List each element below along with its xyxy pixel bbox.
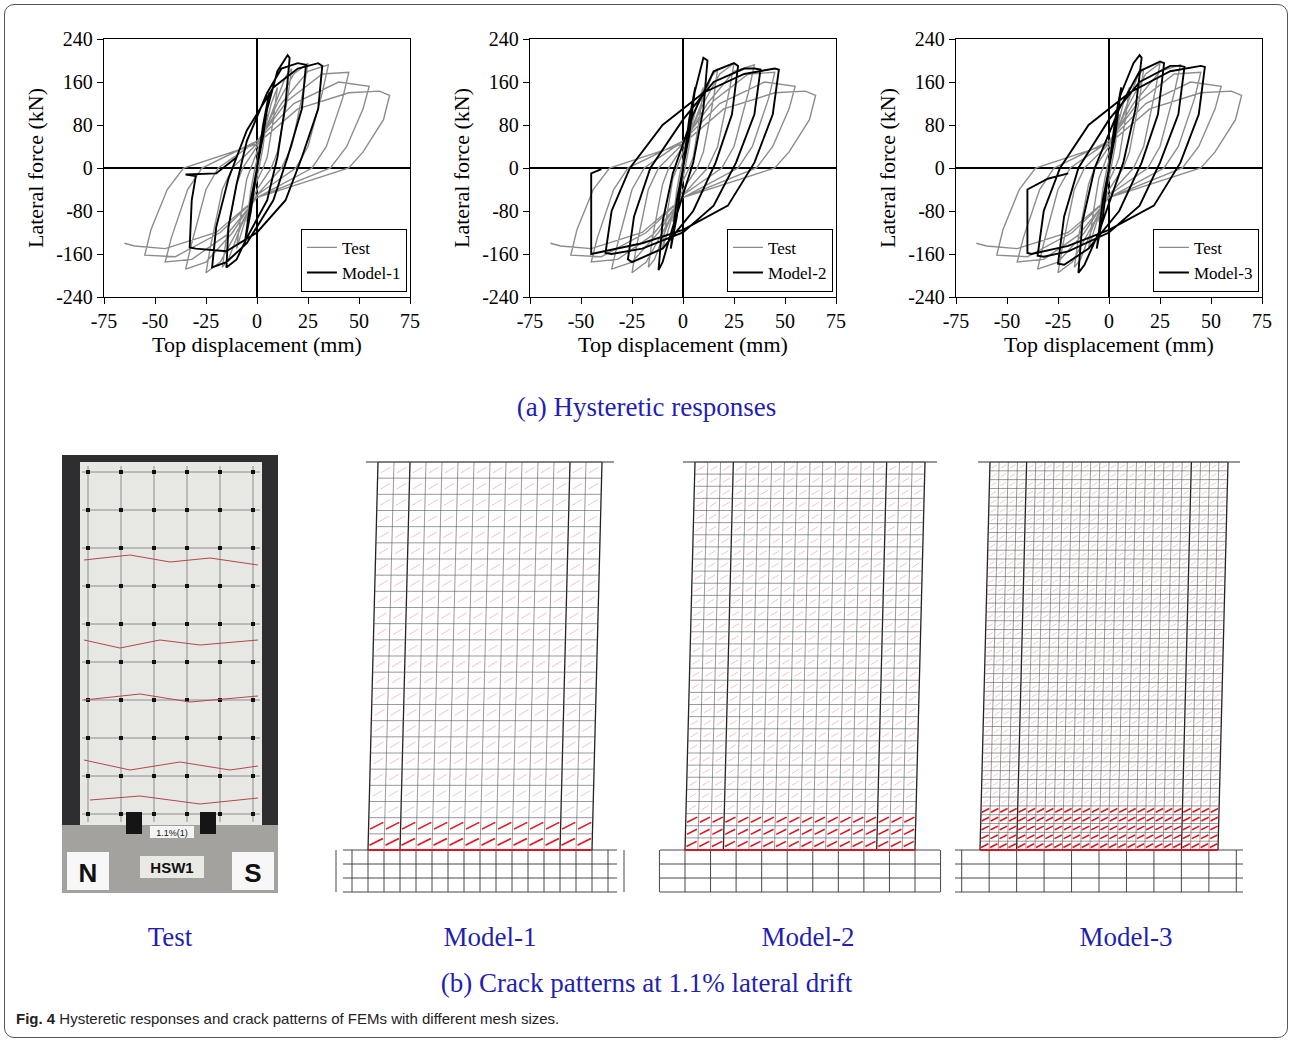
svg-text:-50: -50 xyxy=(142,310,169,332)
svg-text:240: 240 xyxy=(489,28,519,50)
svg-text:Lateral force (kN): Lateral force (kN) xyxy=(449,88,474,248)
svg-text:-160: -160 xyxy=(482,243,519,265)
svg-text:-75: -75 xyxy=(517,310,544,332)
svg-text:160: 160 xyxy=(63,71,93,93)
html-text:Model-3: Model-3 xyxy=(1079,922,1173,952)
svg-text:-50: -50 xyxy=(568,310,595,332)
svg-text:Top displacement (mm): Top displacement (mm) xyxy=(152,332,362,357)
svg-text:Test: Test xyxy=(768,239,796,258)
svg-text:Model-2: Model-2 xyxy=(768,264,827,283)
svg-text:Top displacement (mm): Top displacement (mm) xyxy=(1004,332,1214,357)
svg-text:75: 75 xyxy=(826,310,846,332)
svg-text:-240: -240 xyxy=(56,286,93,308)
svg-text:Model-1: Model-1 xyxy=(342,264,401,283)
svg-text:Top displacement (mm): Top displacement (mm) xyxy=(578,332,788,357)
svg-text:25: 25 xyxy=(298,310,318,332)
svg-text:Lateral force (kN): Lateral force (kN) xyxy=(23,88,48,248)
svg-text:50: 50 xyxy=(1201,310,1221,332)
svg-text:0: 0 xyxy=(1104,310,1114,332)
svg-text:-80: -80 xyxy=(918,200,945,222)
svg-text:S: S xyxy=(244,858,261,888)
svg-text:240: 240 xyxy=(915,28,945,50)
svg-text:0: 0 xyxy=(509,157,519,179)
svg-text:80: 80 xyxy=(925,114,945,136)
svg-text:50: 50 xyxy=(349,310,369,332)
html-text:Test: Test xyxy=(147,922,193,952)
svg-text:25: 25 xyxy=(1150,310,1170,332)
svg-text:HSW1: HSW1 xyxy=(150,859,193,876)
svg-text:-75: -75 xyxy=(943,310,970,332)
svg-text:80: 80 xyxy=(73,114,93,136)
svg-text:Test: Test xyxy=(342,239,370,258)
svg-text:Test: Test xyxy=(1194,239,1222,258)
svg-text:0: 0 xyxy=(935,157,945,179)
svg-text:25: 25 xyxy=(724,310,744,332)
svg-text:-75: -75 xyxy=(91,310,118,332)
svg-text:0: 0 xyxy=(83,157,93,179)
svg-text:-25: -25 xyxy=(619,310,646,332)
svg-text:80: 80 xyxy=(499,114,519,136)
svg-text:-240: -240 xyxy=(908,286,945,308)
svg-text:N: N xyxy=(79,858,98,888)
svg-text:240: 240 xyxy=(63,28,93,50)
svg-text:75: 75 xyxy=(400,310,420,332)
svg-text:-25: -25 xyxy=(193,310,220,332)
svg-text:160: 160 xyxy=(915,71,945,93)
svg-text:160: 160 xyxy=(489,71,519,93)
svg-text:Lateral force (kN): Lateral force (kN) xyxy=(875,88,900,248)
svg-text:75: 75 xyxy=(1252,310,1272,332)
html-text:Fig. 4 Hysteretic responses an: Fig. 4 Hysteretic responses and crack pa… xyxy=(16,1010,560,1027)
svg-text:-240: -240 xyxy=(482,286,519,308)
svg-text:-160: -160 xyxy=(56,243,93,265)
svg-text:-80: -80 xyxy=(492,200,519,222)
svg-text:-160: -160 xyxy=(908,243,945,265)
svg-text:1.1%(1): 1.1%(1) xyxy=(156,828,188,838)
svg-text:0: 0 xyxy=(252,310,262,332)
svg-text:-50: -50 xyxy=(994,310,1021,332)
svg-text:-80: -80 xyxy=(66,200,93,222)
html-text:(b) Crack patterns at 1.1% lat: (b) Crack patterns at 1.1% lateral drift xyxy=(440,968,853,998)
svg-text:-25: -25 xyxy=(1045,310,1072,332)
svg-text:50: 50 xyxy=(775,310,795,332)
svg-text:0: 0 xyxy=(678,310,688,332)
html-text:Model-2: Model-2 xyxy=(761,922,855,952)
html-text:(a) Hysteretic responses: (a) Hysteretic responses xyxy=(516,392,777,422)
svg-text:Model-3: Model-3 xyxy=(1194,264,1253,283)
html-text:Model-1: Model-1 xyxy=(443,922,537,952)
